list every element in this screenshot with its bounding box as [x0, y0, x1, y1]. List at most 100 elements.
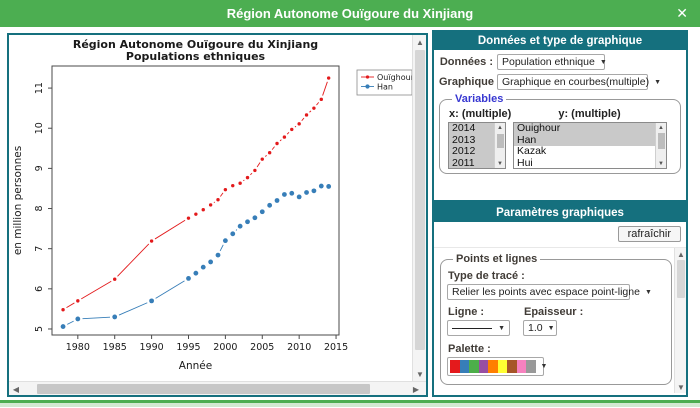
scroll-up-icon[interactable]: ▲	[414, 36, 426, 48]
window-bottom-border-light	[0, 403, 700, 407]
palette-color-swatch	[507, 360, 517, 373]
series-Han	[61, 184, 331, 329]
dropdown-icon: ▼	[645, 289, 652, 296]
x-tick-label: 1990	[140, 342, 164, 353]
chart-horizontal-scrollbar[interactable]: ◀ ▶	[9, 381, 426, 395]
x-tick-label: 2010	[287, 342, 311, 353]
chart-subtitle: Populations ethniques	[126, 50, 266, 63]
line-style-label: Ligne :	[448, 306, 510, 318]
params-toolbar: rafraîchir	[434, 222, 686, 248]
scroll-down-icon[interactable]: ▼	[656, 159, 666, 168]
dropdown-icon: ▼	[498, 325, 505, 332]
dropdown-icon: ▼	[541, 363, 548, 370]
x-list-item[interactable]: 2012	[449, 146, 494, 158]
donnees-label: Données :	[439, 56, 493, 68]
x-variables-label: x: (multiple)	[449, 108, 511, 120]
params-vertical-scrollbar[interactable]: ▲ ▼	[674, 248, 686, 393]
thickness-select[interactable]: 1.0 ▼	[523, 320, 557, 336]
thickness-label: Epaisseur :	[524, 306, 583, 318]
scroll-up-icon[interactable]: ▲	[656, 123, 666, 132]
params-scroll-area: Points et lignes Type de tracé : Relier …	[434, 248, 673, 395]
trace-type-label: Type de tracé :	[448, 270, 665, 282]
scroll-up-icon[interactable]: ▲	[495, 123, 505, 132]
refresh-button[interactable]: rafraîchir	[618, 226, 681, 242]
palette-color-swatch	[498, 360, 508, 373]
graphique-select[interactable]: Graphique en courbes(multiple) ▼	[497, 74, 648, 90]
chart: Région Autonome Ouïgoure du XinjiangPopu…	[9, 35, 412, 381]
x-tick-label: 1995	[176, 342, 200, 353]
y-listbox-scrollbar[interactable]: ▲ ▼	[655, 123, 666, 168]
y-tick-label: 5	[34, 326, 45, 332]
solid-line-swatch	[452, 328, 492, 329]
scroll-down-icon[interactable]: ▼	[675, 381, 687, 393]
data-type-panel-header: Données et type de graphique	[434, 32, 686, 50]
dropdown-icon: ▼	[600, 59, 607, 66]
palette-color-swatch	[469, 360, 479, 373]
x-tick-label: 1980	[66, 342, 90, 353]
dropdown-icon: ▼	[548, 325, 555, 332]
scroll-left-icon[interactable]: ◀	[10, 383, 22, 395]
trace-type-select-value: Relier les points avec espace point-lign…	[452, 286, 640, 298]
points-lines-legend: Points et lignes	[453, 253, 540, 265]
donnees-select-value: Population ethnique	[502, 56, 595, 68]
close-icon[interactable]: ✕	[676, 4, 688, 22]
title-bar: Région Autonome Ouïgoure du Xinjiang ✕	[0, 0, 700, 27]
dropdown-icon: ▼	[654, 79, 661, 86]
palette-color-swatch	[488, 360, 498, 373]
palette-color-swatch	[450, 360, 460, 373]
y-variables-label: y: (multiple)	[558, 108, 620, 120]
y-tick-label: 6	[34, 286, 45, 292]
palette-color-swatch	[479, 360, 489, 373]
y-list-item[interactable]: Hui	[514, 158, 655, 170]
y-tick-label: 9	[34, 165, 45, 171]
variables-legend: Variables	[452, 93, 506, 105]
graphique-select-value: Graphique en courbes(multiple)	[502, 76, 649, 88]
palette-label: Palette :	[448, 343, 665, 355]
y-tick-label: 11	[34, 82, 45, 94]
y-tick-label: 10	[34, 122, 45, 134]
line-style-select[interactable]: ▼	[447, 320, 510, 336]
x-tick-label: 2000	[213, 342, 237, 353]
palette-color-swatch	[526, 360, 536, 373]
x-listbox-scrollbar[interactable]: ▲ ▼	[494, 123, 505, 168]
horizontal-scroll-thumb[interactable]	[37, 384, 370, 394]
thickness-select-value: 1.0	[528, 322, 543, 334]
scroll-up-icon[interactable]: ▲	[675, 248, 687, 260]
graph-params-panel-header: Paramètres graphiques	[434, 204, 686, 222]
palette-color-swatch	[460, 360, 470, 373]
app-window: Région Autonome Ouïgoure du Xinjiang ✕ R…	[0, 0, 700, 408]
x-listbox-scroll-thumb[interactable]	[497, 134, 504, 148]
y-tick-label: 8	[34, 206, 45, 212]
scroll-down-icon[interactable]: ▼	[414, 368, 426, 380]
chart-vertical-scrollbar[interactable]: ▲ ▼	[412, 35, 426, 381]
y-tick-label: 7	[34, 246, 45, 252]
variables-fieldset: Variables x: (multiple) y: (multiple) 20…	[439, 93, 681, 174]
x-list-item[interactable]: 2011	[449, 158, 494, 170]
legend-label: Ouïghour	[377, 73, 412, 82]
graph-params-panel: Paramètres graphiques rafraîchir Points …	[432, 202, 688, 397]
y-list-item[interactable]: Kazak	[514, 146, 655, 158]
y-list-item[interactable]: Ouighour	[514, 123, 655, 135]
window-title: Région Autonome Ouïgoure du Xinjiang	[227, 6, 474, 21]
params-scroll-thumb[interactable]	[677, 260, 685, 298]
vertical-scroll-thumb[interactable]	[415, 50, 425, 350]
palette-select[interactable]: ▼	[447, 357, 544, 376]
x-tick-label: 1985	[103, 342, 127, 353]
graphique-label: Graphique :	[439, 76, 493, 88]
y-variables-listbox[interactable]: OuighourHanKazakHui ▲ ▼	[513, 122, 667, 169]
x-variables-listbox[interactable]: 2014201320122011 ▲ ▼	[448, 122, 506, 169]
plot-box	[52, 66, 339, 335]
palette-swatches	[450, 360, 536, 373]
data-type-panel: Données et type de graphique Données : P…	[432, 30, 688, 202]
points-lines-fieldset: Points et lignes Type de tracé : Relier …	[440, 253, 672, 385]
legend-label: Han	[377, 82, 393, 91]
chart-panel: Région Autonome Ouïgoure du XinjiangPopu…	[7, 33, 428, 397]
x-list-item[interactable]: 2014	[449, 123, 494, 135]
y-listbox-scroll-thumb[interactable]	[658, 133, 665, 149]
scroll-down-icon[interactable]: ▼	[495, 159, 505, 168]
trace-type-select[interactable]: Relier les points avec espace point-lign…	[447, 284, 630, 300]
y-axis-label: en million personnes	[12, 146, 24, 255]
x-axis-label: Année	[179, 360, 212, 372]
donnees-select[interactable]: Population ethnique ▼	[497, 54, 605, 70]
scroll-right-icon[interactable]: ▶	[410, 383, 422, 395]
